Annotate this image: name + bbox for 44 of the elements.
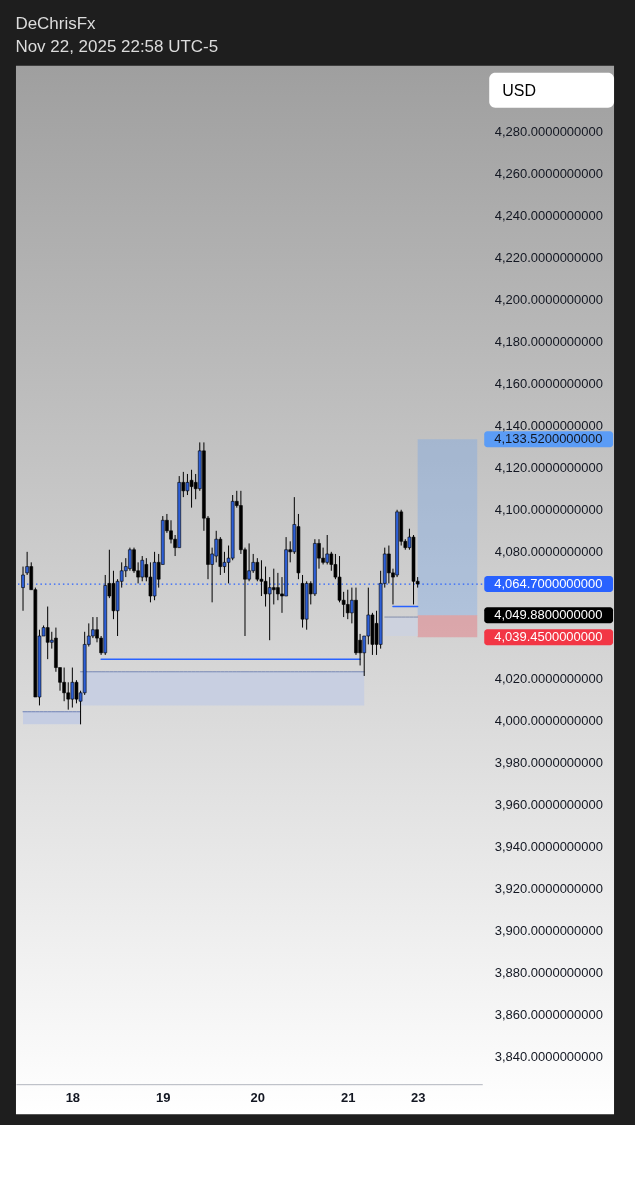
y-tick-label: 3,900.0000000000: [494, 923, 603, 939]
candlestick: [325, 534, 330, 565]
x-tick-label: 21: [341, 1089, 356, 1105]
band-label: 4,133.5200000000: [494, 431, 603, 447]
candlestick: [140, 555, 145, 582]
y-tick-label: 4,000.0000000000: [494, 712, 603, 728]
y-tick-label: 3,940.0000000000: [494, 838, 603, 854]
band-label: 4,039.4500000000: [494, 629, 603, 645]
y-tick-label: 4,220.0000000000: [494, 249, 603, 265]
candlestick: [345, 589, 350, 620]
y-tick-label: 4,120.0000000000: [494, 460, 603, 476]
y-tick-label: 4,180.0000000000: [494, 333, 603, 349]
candlestick: [247, 542, 251, 582]
y-axis-title: USD: [502, 81, 536, 99]
x-tick-label: 18: [65, 1089, 81, 1105]
chart-title: DeChrisFx: [15, 13, 97, 33]
y-tick-label: 3,980.0000000000: [494, 754, 603, 770]
x-tick-label: 23: [410, 1089, 426, 1105]
y-tick-label: 4,100.0000000000: [494, 502, 603, 518]
ref-line-label: 4,064.7000000000: [494, 576, 603, 592]
chart-subtitle: Nov 22, 2025 22:58 UTC-5: [15, 36, 219, 56]
y-tick-label: 4,260.0000000000: [494, 165, 603, 181]
y-tick-label: 4,160.0000000000: [494, 376, 603, 391]
y-tick-label: 3,880.0000000000: [494, 965, 603, 981]
y-tick-label: 4,140.0000000000: [494, 418, 603, 434]
x-tick-label: 20: [250, 1089, 266, 1105]
y-tick-label: 3,860.0000000000: [494, 1007, 603, 1023]
candlestick: [271, 568, 276, 605]
candlestick: [148, 561, 153, 603]
x-tick-label: 19: [156, 1089, 171, 1105]
y-tick-label: 4,200.0000000000: [494, 291, 603, 307]
y-tick-label: 4,280.0000000000: [494, 123, 603, 139]
y-tick-label: 3,960.0000000000: [494, 796, 603, 812]
y-tick-label: 4,020.0000000000: [494, 670, 603, 686]
y-tick-label: 4,240.0000000000: [494, 207, 603, 223]
candlestick: [255, 557, 260, 582]
candlestick: [62, 667, 66, 702]
y-tick-label: 3,920.0000000000: [494, 880, 603, 896]
y-tick-label: 4,080.0000000000: [494, 544, 603, 560]
text: 4,049.8800000000: [494, 607, 603, 623]
candlestick: [189, 469, 194, 509]
candlestick: [128, 547, 132, 572]
y-tick-label: 3,840.0000000000: [494, 1049, 603, 1065]
candlestick: [70, 667, 75, 709]
